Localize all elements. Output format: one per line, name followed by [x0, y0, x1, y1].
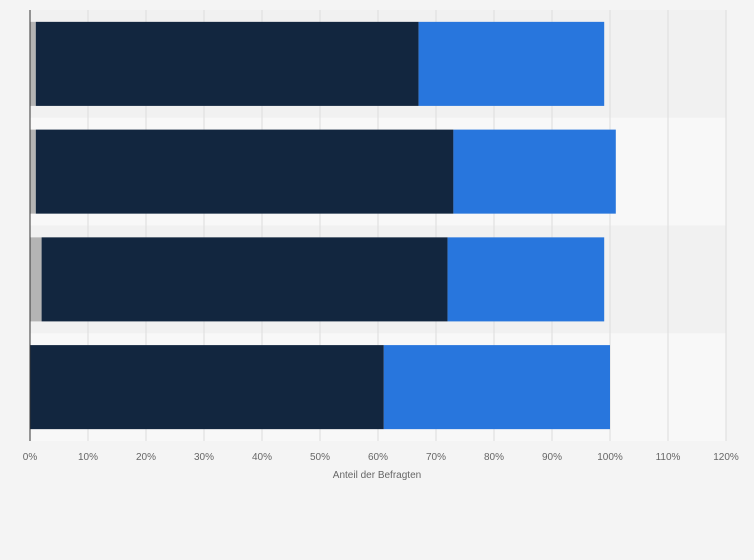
x-tick-label: 120% [713, 452, 739, 463]
bars [30, 21, 616, 430]
x-tick-label: 40% [252, 452, 272, 463]
bar-segment-series-2 [35, 129, 454, 214]
x-tick-label: 90% [542, 452, 562, 463]
x-tick-label: 0% [23, 452, 38, 463]
x-tick-label: 10% [78, 452, 98, 463]
bar-segment-series-2 [35, 21, 419, 106]
x-tick-label: 50% [310, 452, 330, 463]
x-tick-label: 100% [597, 452, 623, 463]
x-tick-label: 20% [136, 452, 156, 463]
x-tick-label: 70% [426, 452, 446, 463]
bar-segment-series-1 [30, 129, 36, 214]
bar-segment-series-1 [30, 237, 42, 322]
x-tick-label: 60% [368, 452, 388, 463]
x-tick-label: 110% [656, 452, 681, 463]
bar-segment-series-3 [453, 129, 616, 214]
x-tick-label: 30% [194, 452, 214, 463]
bar-segment-series-3 [447, 237, 605, 322]
x-axis-title: Anteil der Befragten [333, 470, 421, 481]
bar-segment-series-2 [30, 345, 384, 430]
x-tick-labels: 0% 10% 20% 30% 40% 50% 60% 70% 80% 90% 100% 110% 120… [23, 452, 739, 463]
bar-segment-series-2 [41, 237, 448, 322]
x-tick-label: 80% [484, 452, 504, 463]
bar-segment-series-1 [30, 21, 36, 106]
bar-segment-series-3 [418, 21, 605, 106]
bar-segment-series-3 [383, 345, 610, 430]
